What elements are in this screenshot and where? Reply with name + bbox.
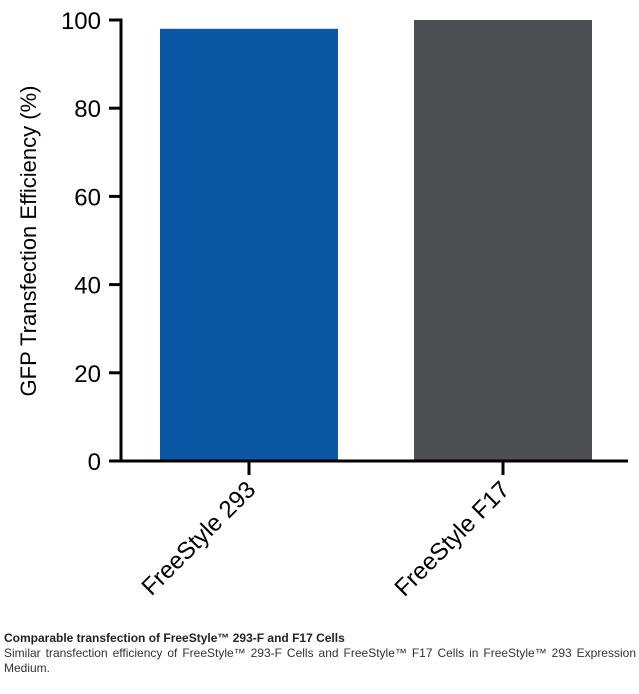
x-tick-label-1: FreeStyle 293: [136, 476, 261, 601]
bar-chart: 0 20 40 60 80 100 FreeStyle 293 FreeStyle F17 GF…: [16, 8, 628, 602]
y-tick-label-40: 40: [74, 273, 101, 300]
y-tick-label-80: 80: [74, 96, 101, 123]
y-tick-label-0: 0: [88, 449, 101, 476]
y-tick-label-20: 20: [74, 361, 101, 388]
bar-1: [160, 28, 338, 461]
figure-caption: Comparable transfection of FreeStyle™ 29…: [4, 631, 636, 676]
x-tick-label-2: FreeStyle F17: [390, 476, 516, 602]
y-tick-label-60: 60: [74, 184, 101, 211]
caption-title: Comparable transfection of FreeStyle™ 29…: [4, 631, 345, 645]
y-tick-label-100: 100: [61, 8, 101, 35]
y-axis-title: GFP Transfection Efficiency (%): [16, 86, 41, 397]
bar-2: [414, 20, 592, 461]
caption-body: Similar transfection efficiency of FreeS…: [4, 646, 636, 675]
